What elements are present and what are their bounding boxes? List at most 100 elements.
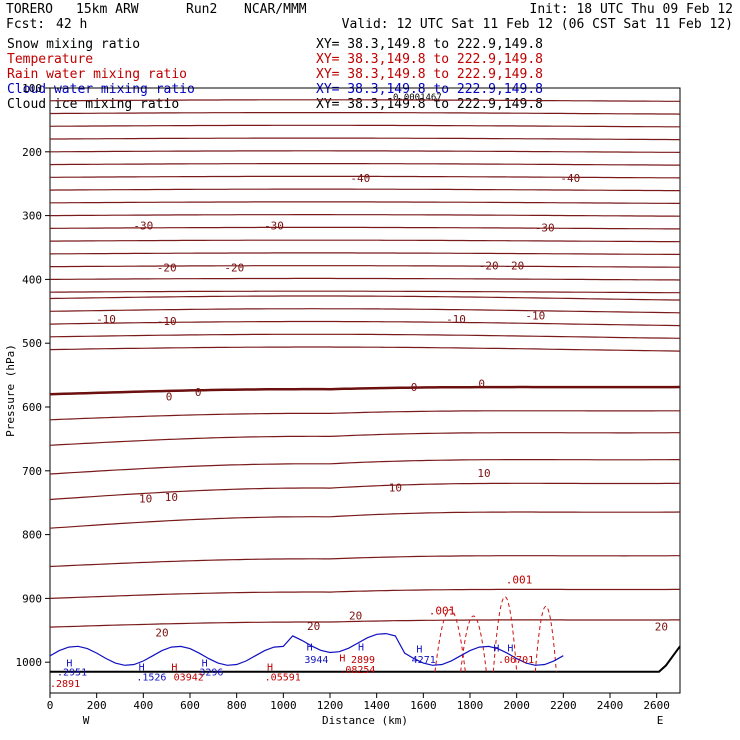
isotherm-label-11: -10: [446, 313, 466, 326]
cloud-label-11: H: [493, 643, 499, 654]
rain-max-label-7: .06701: [498, 655, 534, 666]
cloud-label-0: H: [66, 659, 72, 670]
isotherm-label-3: -30: [264, 219, 284, 232]
isotherm-label-16: 0: [478, 378, 485, 391]
isotherm-line-6: [50, 175, 681, 179]
fcst-label: Fcst:: [6, 17, 45, 32]
model-resolution: 15km ARW: [76, 2, 139, 17]
legend-entry-1: Temperature: [7, 52, 93, 67]
overlap-value: 0.0001467: [393, 93, 442, 103]
isotherm-line-12: [49, 252, 680, 255]
isotherm-label-0: -40: [350, 172, 370, 185]
cloud-label-5: 3296: [199, 668, 223, 679]
rain-contour-0: [434, 609, 466, 672]
cloud-label-10: 4271: [412, 655, 436, 666]
rain-max-label-4: H: [339, 654, 345, 665]
legend-xy-3: XY= 38.3,149.8 to 222.9,149.8: [316, 82, 543, 97]
y-tick-label-0: 100: [22, 82, 42, 95]
isotherm-label-4: -30: [535, 221, 555, 234]
x-tick-label-7: 1400: [363, 699, 390, 712]
isotherm-label-2: -30: [133, 219, 153, 232]
isotherm-line-13: [50, 265, 680, 268]
isotherm-line-21: [49, 385, 681, 396]
rain-contour-2: [492, 596, 518, 672]
isotherm-line-18: [49, 320, 681, 327]
y-tick-label-2: 300: [22, 210, 42, 223]
x-tick-label-0: 0: [47, 699, 54, 712]
isotherm-line-19: [49, 333, 681, 339]
isotherm-line-3: [50, 137, 680, 141]
isotherm-line-10: [49, 226, 680, 230]
isotherm-line-16: [49, 295, 680, 301]
isotherm-label-14: 0: [195, 386, 202, 399]
isotherm-label-7: -20: [479, 260, 499, 273]
x-tick-label-4: 800: [227, 699, 247, 712]
x-tick-label-3: 600: [180, 699, 200, 712]
cloud-label-12: H: [507, 643, 513, 654]
legend-xy-0: XY= 38.3,149.8 to 222.9,149.8: [316, 37, 543, 52]
isotherm-line-8: [50, 201, 680, 204]
init-time: Init: 18 UTC Thu 09 Feb 12: [530, 2, 734, 17]
x-tick-label-13: 2600: [643, 699, 670, 712]
legend-entry-0: Snow mixing ratio: [7, 37, 140, 52]
isotherm-line-25: [49, 482, 681, 501]
y-tick-label-7: 800: [22, 529, 42, 542]
model-name: TORERO: [6, 2, 53, 17]
isotherm-line-24: [49, 459, 680, 475]
isotherm-line-7: [49, 188, 680, 192]
x-tick-label-10: 2000: [503, 699, 530, 712]
fcst-value: 42 h: [56, 17, 87, 32]
rain-contour-3: [534, 605, 557, 672]
isotherm-label-13: 0: [166, 390, 173, 403]
isotherm-line-28: [49, 588, 680, 599]
x-tick-label-9: 1800: [457, 699, 484, 712]
x-axis-left-end: W: [83, 714, 90, 727]
isotherm-line-17: [49, 308, 681, 314]
rain-max-label-1: 03942: [174, 673, 204, 684]
rain-max-label-6: .08254: [339, 665, 375, 676]
rain-label-1: .001: [506, 574, 533, 587]
y-tick-label-8: 900: [22, 592, 42, 605]
cloud-label-8: H: [358, 643, 364, 654]
isotherm-line-0: [49, 99, 680, 102]
isotherm-label-9: -10: [96, 313, 116, 326]
isotherm-label-18: 10: [165, 491, 178, 504]
rain-label-0: .001: [429, 604, 456, 617]
isotherm-line-5: [49, 163, 680, 166]
y-tick-label-3: 400: [22, 273, 42, 286]
isotherm-line-23: [49, 432, 680, 446]
isotherm-label-1: -40: [560, 172, 580, 185]
isotherm-label-12: -10: [525, 309, 545, 322]
isotherm-label-19: 10: [389, 482, 402, 495]
y-axis-label: Pressure (hPa): [4, 344, 17, 437]
isotherm-line-22: [49, 410, 680, 421]
isotherm-line-2: [49, 124, 680, 128]
cloud-water-contour: [49, 632, 564, 666]
isotherm-label-20: 10: [477, 467, 490, 480]
cloud-label-2: H: [139, 662, 145, 673]
x-tick-label-2: 400: [133, 699, 153, 712]
x-tick-label-5: 1000: [270, 699, 297, 712]
isotherm-line-4: [50, 150, 681, 153]
isotherm-line-14: [50, 277, 681, 281]
isotherm-label-22: 20: [307, 620, 320, 633]
isotherm-label-8: -20: [504, 260, 524, 273]
y-tick-label-4: 500: [22, 337, 42, 350]
y-tick-label-5: 600: [22, 401, 42, 414]
isotherm-line-11: [50, 239, 681, 243]
rain-max-label-2: H: [267, 662, 273, 673]
rain-max-label-5: 2899: [351, 655, 375, 666]
rain-max-label-3: .05591: [265, 673, 301, 684]
valid-time: Valid: 12 UTC Sat 11 Feb 12 (06 CST Sat …: [342, 17, 733, 32]
cloud-label-9: H: [416, 645, 422, 656]
plot-frame: [49, 87, 681, 694]
x-axis-right-end: E: [657, 714, 664, 727]
legend-xy-2: XY= 38.3,149.8 to 222.9,149.8: [316, 67, 543, 82]
isotherm-line-29: [49, 619, 680, 628]
x-tick-label-8: 1600: [410, 699, 437, 712]
x-tick-label-6: 1200: [317, 699, 344, 712]
terrain-line: [50, 645, 681, 673]
model-org: NCAR/MMM: [244, 2, 307, 17]
header-text: TORERO 15km ARW Run2 NCAR/MMM Init: 18 U…: [6, 2, 734, 112]
